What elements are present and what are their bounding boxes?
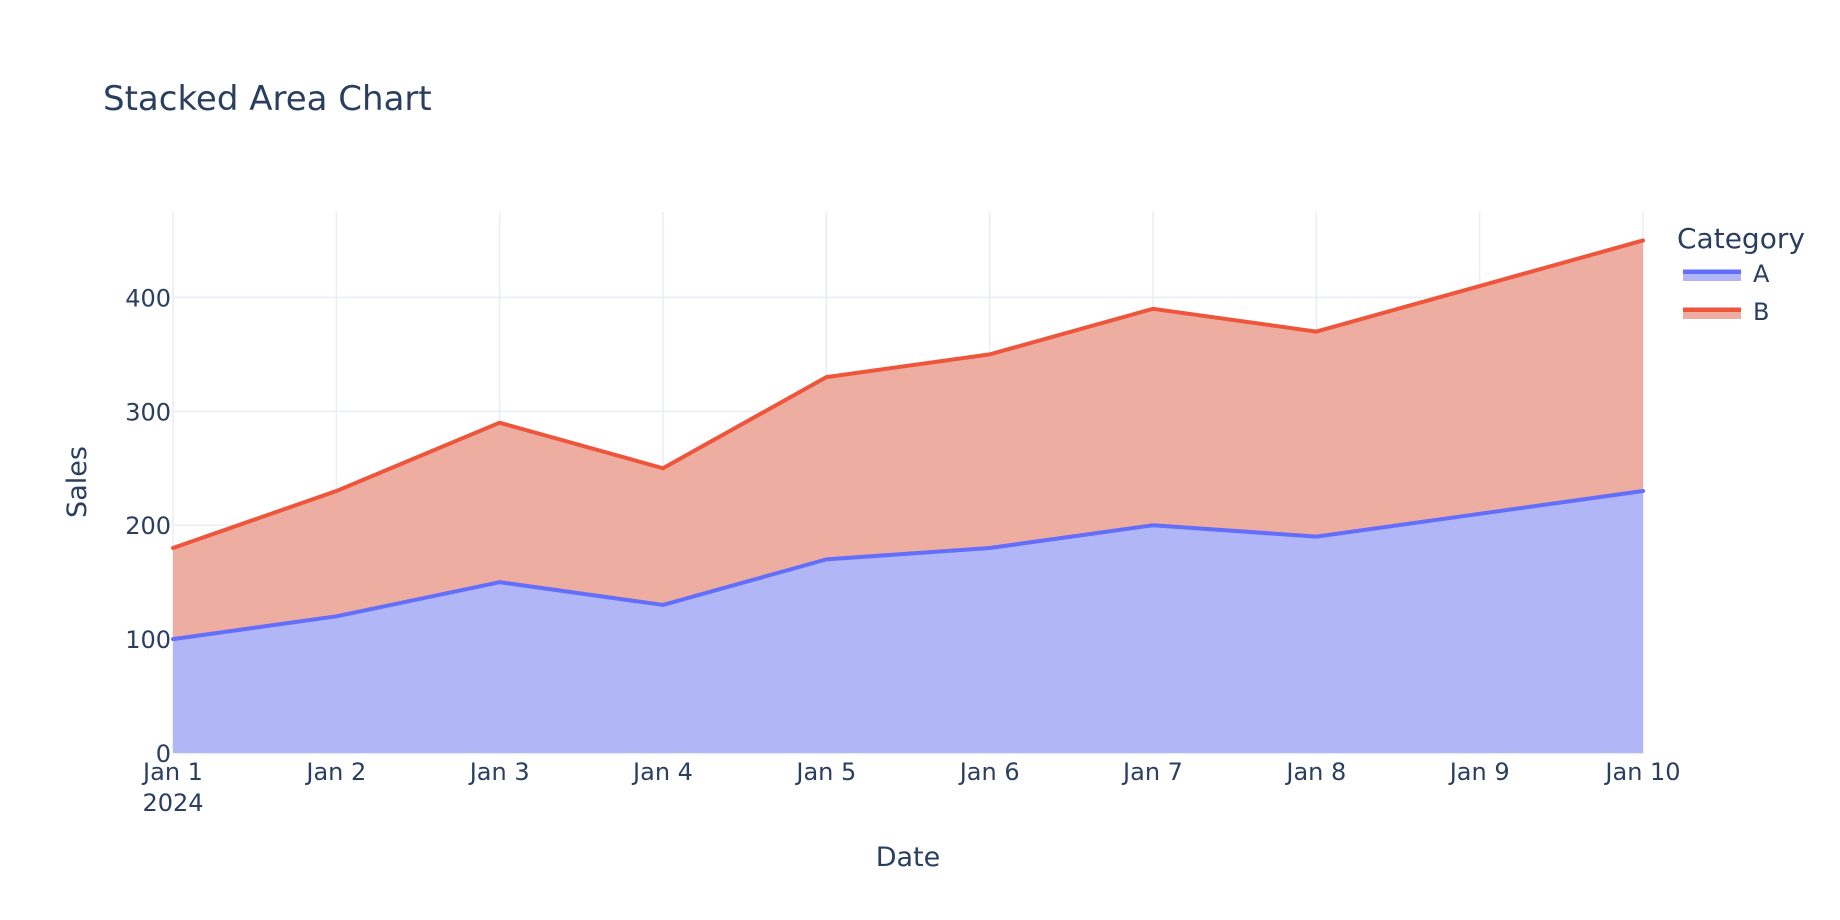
legend-item-b: B bbox=[1683, 298, 1769, 326]
line-layer bbox=[171, 238, 1645, 642]
x-axis: Jan 1 Jan 2 Jan 3 Jan 4 Jan 5 Jan 6 Jan 7 Jan 8… bbox=[141, 758, 1681, 817]
x-tick-label: Jan 2 bbox=[304, 758, 366, 786]
legend-items: AB bbox=[1683, 260, 1770, 326]
y-axis-title: Sales bbox=[62, 446, 93, 518]
x-tick-label: Jan 6 bbox=[958, 758, 1020, 786]
y-tick-label: 200 bbox=[125, 512, 171, 540]
legend: Category AB bbox=[1677, 222, 1805, 326]
area-series-a bbox=[173, 491, 1643, 753]
x-tick-label: Jan 3 bbox=[468, 758, 530, 786]
legend-title: Category bbox=[1677, 222, 1805, 255]
x-tick-label: Jan 7 bbox=[1121, 758, 1183, 786]
x-tick-year-label: 2024 bbox=[142, 789, 203, 817]
y-tick-label: 100 bbox=[125, 626, 171, 654]
y-tick-label: 300 bbox=[125, 398, 171, 426]
x-axis-title: Date bbox=[876, 842, 941, 873]
x-tick-label: Jan 1 bbox=[141, 758, 203, 786]
area-series-b bbox=[173, 240, 1643, 640]
x-tick-label: Jan 10 bbox=[1603, 758, 1680, 786]
legend-label-a: A bbox=[1753, 260, 1770, 288]
y-tick-label: 0 bbox=[156, 740, 171, 768]
y-axis: 0 100 200 300 400 bbox=[125, 284, 171, 768]
legend-item-a: A bbox=[1683, 260, 1770, 288]
x-tick-label: Jan 5 bbox=[794, 758, 856, 786]
legend-label-b: B bbox=[1753, 298, 1769, 326]
area-layer bbox=[173, 240, 1643, 753]
line-series-a bbox=[171, 489, 1645, 642]
line-series-b bbox=[171, 238, 1645, 550]
x-tick-label: Jan 8 bbox=[1284, 758, 1346, 786]
y-tick-label: 400 bbox=[125, 284, 171, 312]
x-tick-label: Jan 4 bbox=[631, 758, 693, 786]
chart-title: Stacked Area Chart bbox=[103, 79, 432, 119]
x-tick-label: Jan 9 bbox=[1448, 758, 1510, 786]
